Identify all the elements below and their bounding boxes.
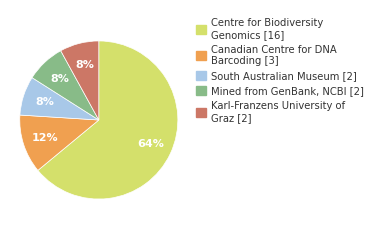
Wedge shape bbox=[20, 115, 99, 170]
Text: 12%: 12% bbox=[32, 132, 58, 143]
Text: 8%: 8% bbox=[75, 60, 94, 70]
Wedge shape bbox=[61, 41, 99, 120]
Wedge shape bbox=[20, 78, 99, 120]
Wedge shape bbox=[38, 41, 178, 199]
Text: 8%: 8% bbox=[35, 97, 54, 108]
Legend: Centre for Biodiversity
Genomics [16], Canadian Centre for DNA
Barcoding [3], So: Centre for Biodiversity Genomics [16], C… bbox=[195, 17, 365, 124]
Text: 64%: 64% bbox=[137, 139, 164, 149]
Wedge shape bbox=[32, 51, 99, 120]
Text: 8%: 8% bbox=[51, 73, 69, 84]
